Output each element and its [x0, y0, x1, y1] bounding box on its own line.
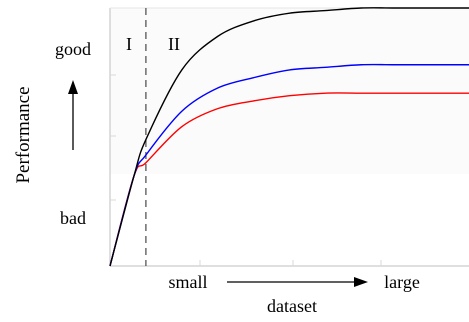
x-high-label: large — [384, 272, 420, 292]
plot-band-upper — [110, 8, 469, 174]
y-direction-arrow-head — [68, 80, 78, 94]
region-label-i: I — [126, 34, 132, 54]
y-low-label: bad — [60, 208, 86, 228]
y-high-label: good — [55, 39, 91, 59]
series-line-0 — [109, 7, 469, 267]
series-group — [109, 7, 469, 267]
y-axis-title: Performance — [13, 86, 34, 183]
series-line-2 — [109, 92, 469, 267]
x-low-label: small — [169, 272, 208, 292]
series-line-1 — [109, 63, 469, 267]
x-direction-arrow-head — [354, 277, 368, 287]
x-axis-title: dataset — [267, 296, 317, 316]
region-label-ii: II — [168, 34, 180, 54]
